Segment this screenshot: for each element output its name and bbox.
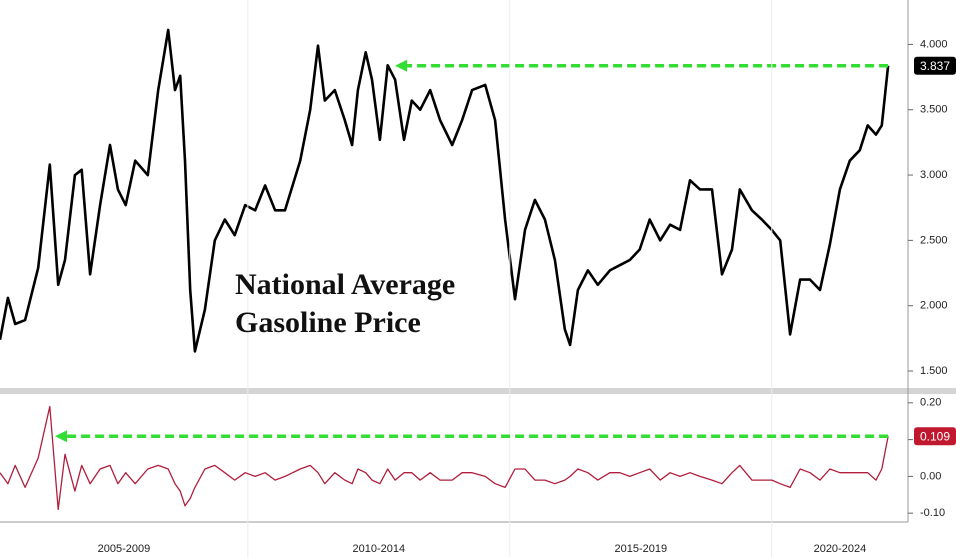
y-tick-label: 4.000 bbox=[920, 38, 948, 50]
y-tick-label: 2.000 bbox=[920, 300, 948, 312]
x-band-label: 2005-2009 bbox=[98, 543, 151, 555]
x-band-label: 2015-2019 bbox=[614, 543, 667, 555]
x-band-label: 2010-2014 bbox=[353, 543, 406, 555]
last-value-label: 3.837 bbox=[920, 59, 950, 73]
data-line bbox=[0, 405, 889, 511]
data-line bbox=[0, 28, 890, 353]
y-tick-label: 1.500 bbox=[920, 365, 948, 377]
y-tick-label: 3.000 bbox=[920, 169, 948, 181]
y-tick-label: -0.10 bbox=[920, 507, 945, 519]
last-value-box bbox=[914, 427, 956, 446]
reference-arrow-head bbox=[395, 59, 408, 72]
last-value-label: 0.109 bbox=[920, 429, 950, 443]
y-tick-label: 3.500 bbox=[920, 104, 948, 116]
panel-divider bbox=[0, 388, 956, 394]
y-tick-label: 0.00 bbox=[920, 470, 941, 482]
x-axis-strip bbox=[0, 522, 956, 557]
last-value-box bbox=[914, 56, 956, 75]
chart-title: National Average Gasoline Price bbox=[235, 268, 456, 339]
y-tick-label: 2.500 bbox=[920, 234, 948, 246]
x-band-label: 2020-2024 bbox=[814, 543, 867, 555]
reference-arrow-head bbox=[55, 430, 68, 443]
y-tick-label: 0.20 bbox=[920, 397, 941, 409]
